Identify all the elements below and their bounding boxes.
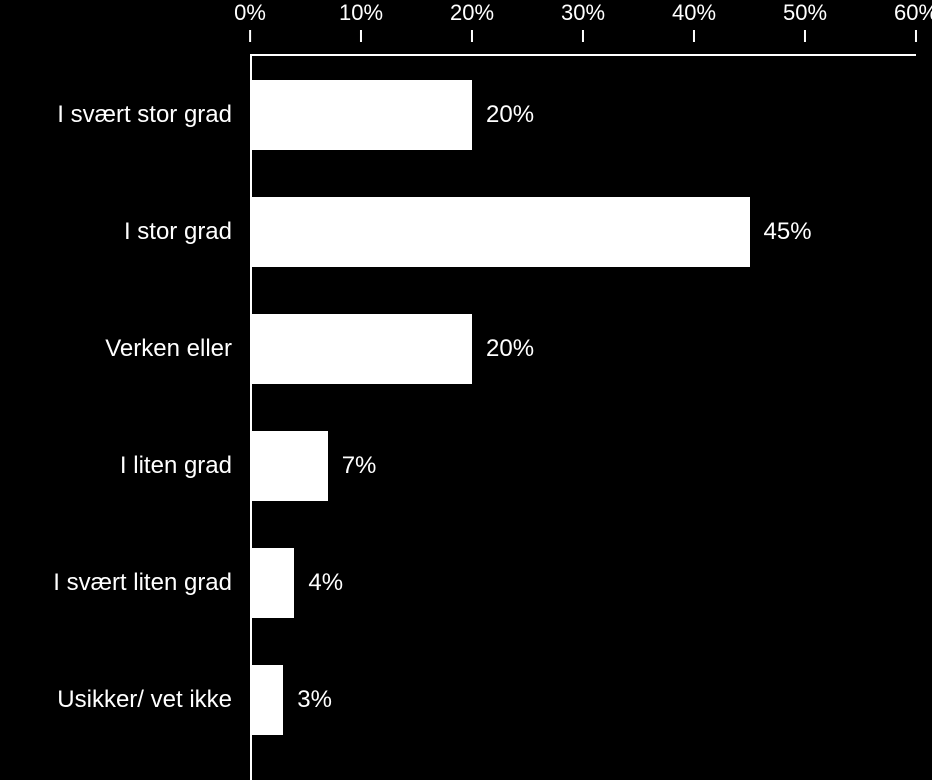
- x-tick: 20%: [450, 0, 494, 42]
- x-tick-mark: [582, 30, 584, 42]
- bar: [250, 548, 294, 618]
- x-tick: 10%: [339, 0, 383, 42]
- x-tick: 50%: [783, 0, 827, 42]
- x-tick-label: 60%: [894, 0, 932, 26]
- chart-row: Verken eller 20%: [250, 314, 534, 384]
- x-tick-label: 50%: [783, 0, 827, 26]
- chart-row: I svært stor grad 20%: [250, 80, 534, 150]
- bar: [250, 197, 750, 267]
- bar: [250, 80, 472, 150]
- category-label: Verken eller: [105, 335, 232, 363]
- value-label: 3%: [297, 686, 332, 714]
- x-tick-mark: [360, 30, 362, 42]
- x-tick-label: 20%: [450, 0, 494, 26]
- value-label: 20%: [486, 101, 534, 129]
- x-axis: 0% 10% 20% 30% 40% 50% 60%: [250, 0, 932, 60]
- value-label: 20%: [486, 335, 534, 363]
- chart-row: I stor grad 45%: [250, 197, 812, 267]
- bar: [250, 431, 328, 501]
- x-tick-mark: [471, 30, 473, 42]
- chart-row: I svært liten grad 4%: [250, 548, 343, 618]
- x-tick-label: 0%: [234, 0, 266, 26]
- x-tick-label: 40%: [672, 0, 716, 26]
- x-tick: 30%: [561, 0, 605, 42]
- chart-row: I liten grad 7%: [250, 431, 376, 501]
- category-label: I svært stor grad: [57, 101, 232, 129]
- bar: [250, 314, 472, 384]
- plot-area: I svært stor grad 20% I stor grad 45% Ve…: [250, 56, 932, 780]
- x-tick-mark: [693, 30, 695, 42]
- category-label: I svært liten grad: [53, 569, 232, 597]
- x-tick-label: 30%: [561, 0, 605, 26]
- bar: [250, 665, 283, 735]
- category-label: I stor grad: [124, 218, 232, 246]
- value-label: 45%: [764, 218, 812, 246]
- x-tick-mark: [804, 30, 806, 42]
- x-tick: 40%: [672, 0, 716, 42]
- chart-row: Usikker/ vet ikke 3%: [250, 665, 332, 735]
- bar-chart: 0% 10% 20% 30% 40% 50% 60%: [0, 0, 932, 780]
- value-label: 7%: [342, 452, 377, 480]
- category-label: I liten grad: [120, 452, 232, 480]
- value-label: 4%: [308, 569, 343, 597]
- x-tick-label: 10%: [339, 0, 383, 26]
- x-tick-mark: [915, 30, 917, 42]
- x-tick: 60%: [894, 0, 932, 42]
- x-tick-mark: [249, 30, 251, 42]
- x-tick: 0%: [234, 0, 266, 42]
- category-label: Usikker/ vet ikke: [57, 686, 232, 714]
